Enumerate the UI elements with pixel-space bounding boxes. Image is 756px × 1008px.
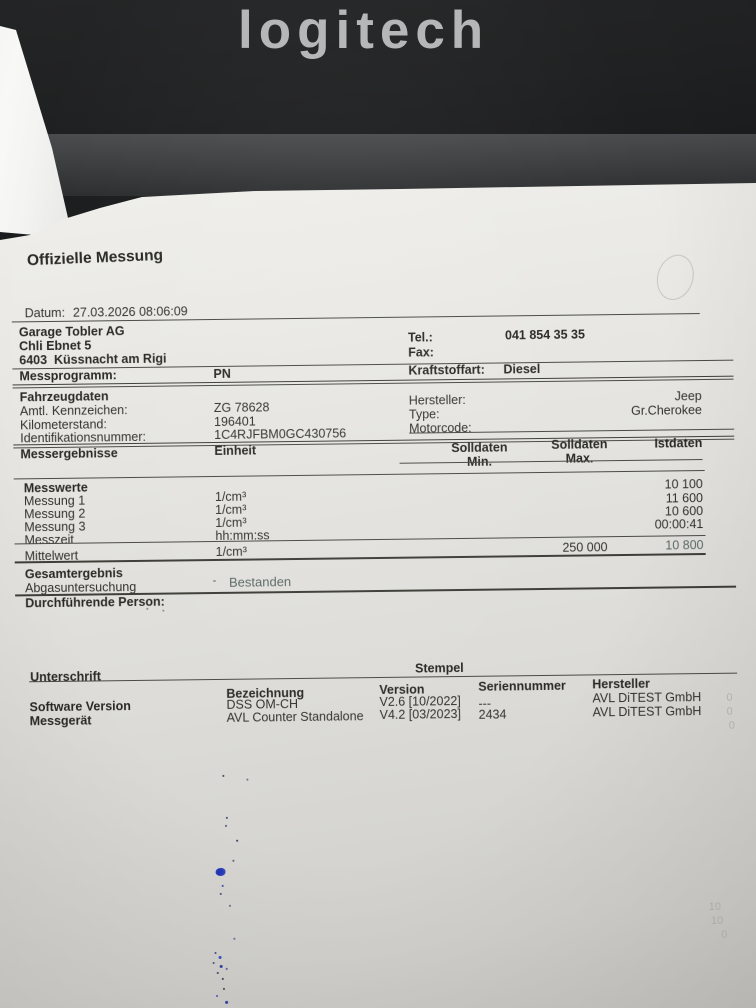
soll-max-line2: Max. bbox=[565, 451, 594, 466]
date-value: 27.03.2026 08:06:09 bbox=[72, 304, 188, 320]
pencil-speck bbox=[212, 579, 216, 583]
rule-under-program bbox=[12, 375, 734, 389]
faint-edge-zero: 0 bbox=[726, 705, 733, 718]
results-heading: Messergebnisse bbox=[20, 446, 118, 462]
ink-dot bbox=[216, 994, 219, 998]
soll-min-header: Solldaten Min. bbox=[437, 440, 521, 469]
report-title: Offizielle Messung bbox=[26, 246, 164, 270]
ink-dot bbox=[219, 892, 222, 895]
ink-dot bbox=[232, 859, 235, 862]
sw-row-serial: 2434 bbox=[478, 707, 507, 722]
row-ist: 00:00:41 bbox=[654, 517, 704, 532]
type-label: Type: bbox=[408, 407, 440, 422]
sw-row-label: Software Version bbox=[29, 699, 132, 715]
faint-corner-mark: 10 bbox=[708, 900, 722, 913]
row-ist: 10 100 bbox=[664, 477, 703, 492]
mittelwert-soll-max: 250 000 bbox=[562, 540, 608, 555]
pencil-speck bbox=[146, 607, 149, 610]
faint-imprint-circle bbox=[651, 250, 700, 305]
ink-dot bbox=[225, 816, 228, 819]
dark-surface-top bbox=[0, 0, 756, 134]
sw-row-maker: AVL DiTEST GmbH bbox=[592, 704, 702, 720]
stempel-label: Stempel bbox=[414, 660, 464, 676]
garage-street: Chli Ebnet 5 bbox=[19, 338, 92, 354]
ink-dot bbox=[224, 824, 227, 827]
ink-dot bbox=[222, 987, 225, 990]
mittelwert-ist: 10 800 bbox=[665, 538, 704, 553]
fuel-label: Kraftstoffart: bbox=[408, 362, 485, 378]
col-header-serial: Seriennummer bbox=[478, 678, 566, 694]
ink-dot bbox=[219, 964, 223, 968]
ink-dot bbox=[225, 967, 228, 970]
faint-corner-mark: 0 bbox=[721, 928, 728, 941]
ink-dot bbox=[216, 971, 219, 975]
ink-dot bbox=[236, 839, 239, 842]
ink-dot bbox=[212, 962, 215, 965]
col-header-maker: Hersteller bbox=[592, 676, 651, 692]
faint-edge-zero: 0 bbox=[728, 719, 735, 732]
ink-dot bbox=[221, 977, 224, 980]
logitech-logo: logitech bbox=[238, 1, 490, 60]
date-label: Datum: bbox=[24, 305, 66, 321]
faint-corner-mark: 10 bbox=[710, 914, 724, 927]
ink-dot bbox=[233, 937, 236, 940]
program-value: PN bbox=[213, 366, 231, 382]
ink-dot bbox=[225, 1000, 229, 1004]
pencil-speck bbox=[162, 609, 165, 612]
ink-dot bbox=[214, 952, 217, 955]
ink-dot bbox=[221, 884, 224, 887]
mittelwert-unit: 1/cm³ bbox=[215, 544, 247, 559]
ist-header: Istdaten bbox=[654, 436, 703, 451]
tel-value: 041 854 35 35 bbox=[504, 327, 586, 343]
vehicle-heading: Fahrzeugdaten bbox=[19, 389, 109, 405]
fuel-value: Diesel bbox=[503, 362, 541, 377]
person-label: Durchführende Person: bbox=[25, 594, 165, 611]
faint-edge-zero: 0 bbox=[726, 691, 733, 704]
sw-row-name: AVL Counter Standalone bbox=[226, 709, 364, 725]
total-heading: Gesamtergebnis bbox=[24, 566, 123, 582]
ink-dot bbox=[218, 955, 222, 959]
soll-min-line1: Solldaten bbox=[451, 440, 508, 456]
garage-name: Garage Tobler AG bbox=[18, 324, 125, 340]
ink-dot bbox=[222, 774, 225, 777]
plate-value: ZG 78628 bbox=[213, 400, 270, 415]
total-result: Bestanden bbox=[228, 574, 292, 590]
ink-dot bbox=[228, 904, 231, 907]
rule-under-mittelwert bbox=[14, 553, 706, 564]
sw-row-maker: AVL DiTEST GmbH bbox=[592, 690, 702, 706]
garage-city: 6403 Küssnacht am Rigi bbox=[19, 351, 167, 368]
fax-label: Fax: bbox=[408, 345, 434, 360]
maker-label: Hersteller: bbox=[408, 392, 466, 408]
program-label: Messprogramm: bbox=[19, 368, 117, 384]
unit-header: Einheit bbox=[214, 443, 257, 458]
type-value: Gr.Cherokee bbox=[630, 403, 703, 418]
row-label: Messzeit bbox=[24, 532, 74, 548]
sw-row-label: Messgerät bbox=[29, 713, 92, 729]
ink-blob bbox=[215, 867, 226, 877]
ink-dot bbox=[246, 778, 249, 781]
sw-row-version: V4.2 [03/2023] bbox=[379, 707, 462, 722]
tel-label: Tel.: bbox=[407, 330, 433, 345]
plate-label: Amtl. Kennzeichen: bbox=[19, 403, 128, 419]
date-row: Datum: 27.03.2026 08:06:09 bbox=[25, 304, 188, 320]
